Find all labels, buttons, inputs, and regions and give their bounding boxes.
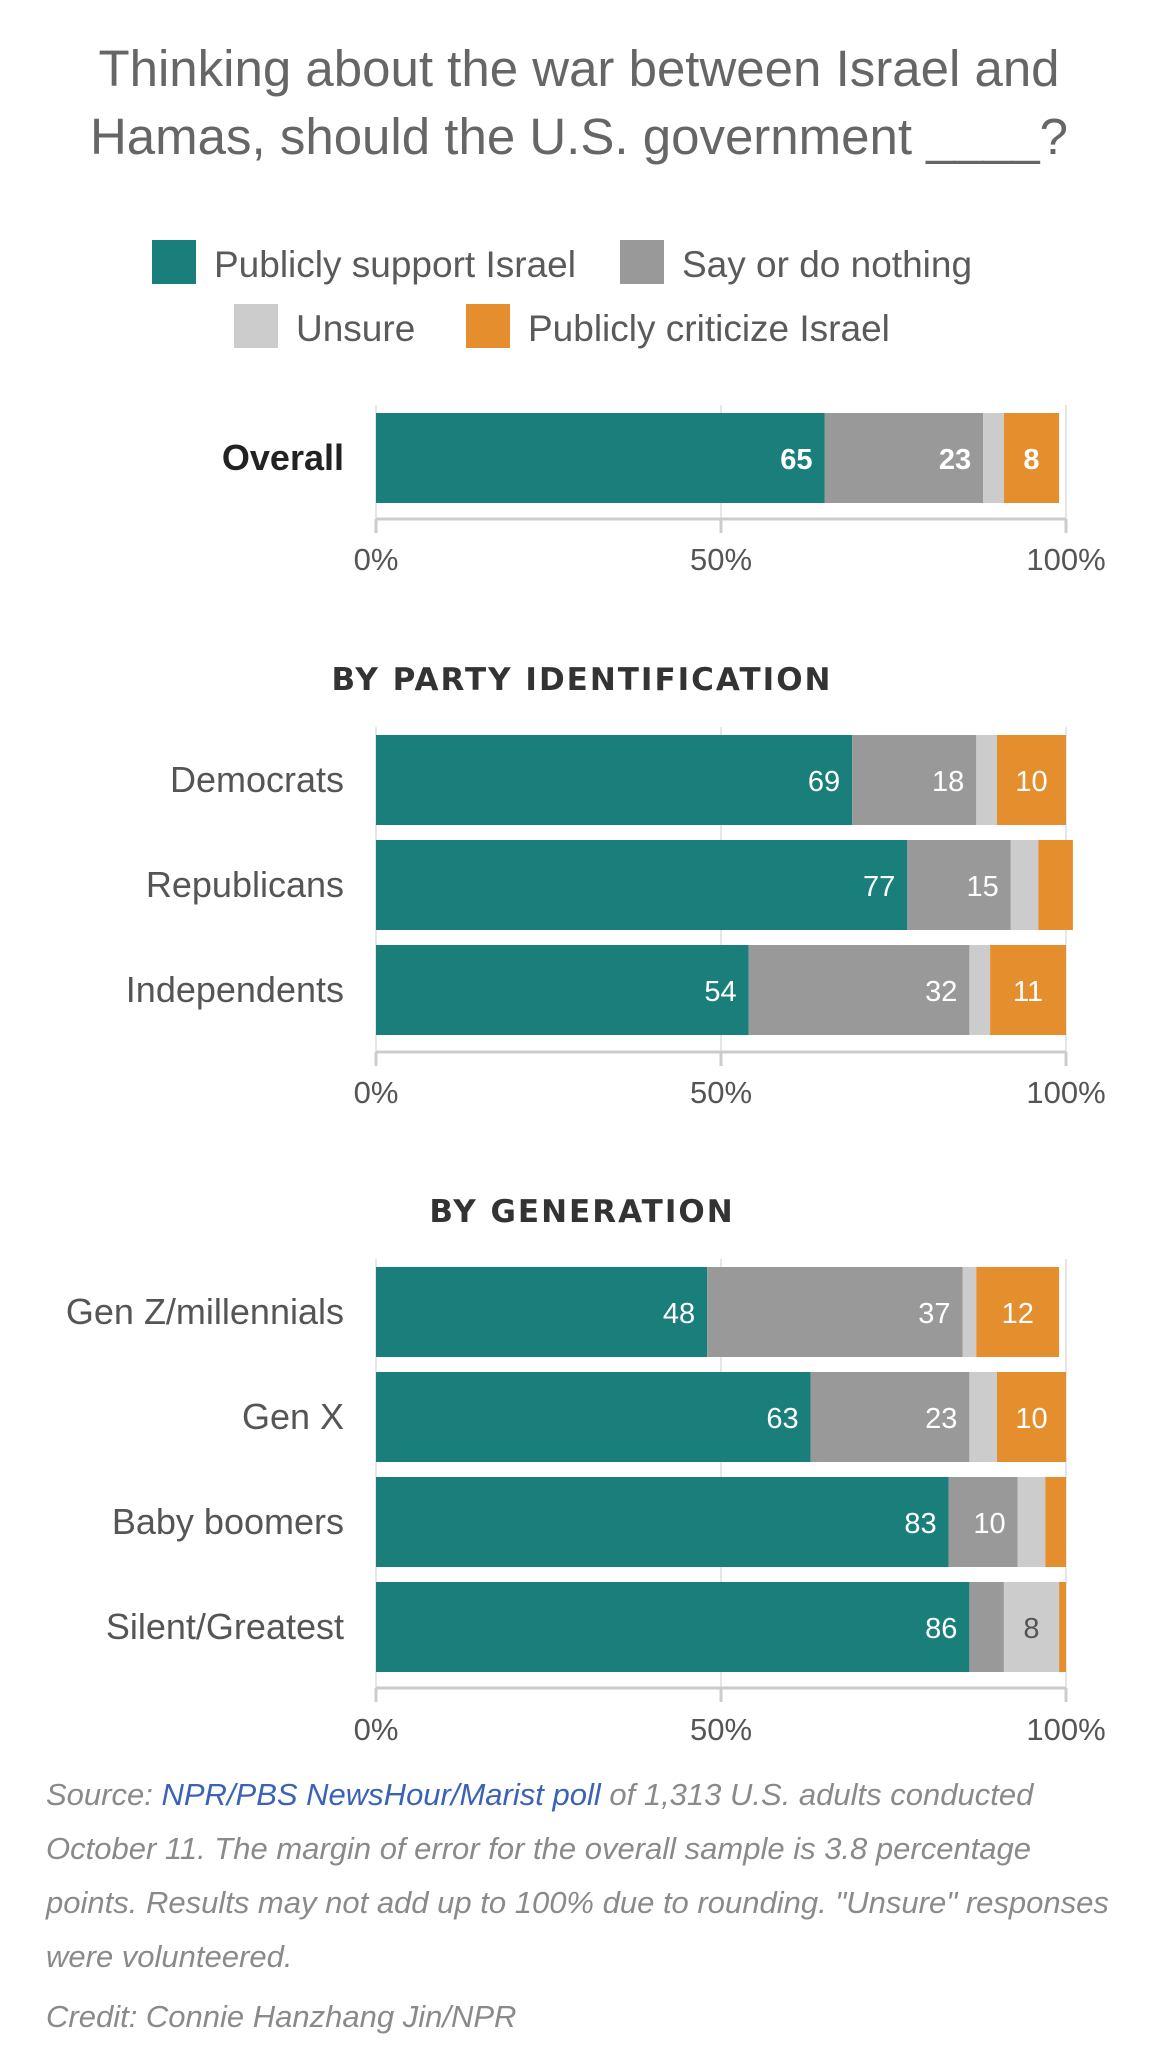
legend-swatch-unsure xyxy=(234,304,278,348)
value-label-gen-z-millennials-support: 48 xyxy=(663,1298,695,1330)
chart-canvas: Thinking about the war between Israel an… xyxy=(66,40,1106,1747)
bar-silent-greatest-support xyxy=(376,1582,970,1672)
x-tick-label-0-1: 50% xyxy=(690,542,752,577)
category-label-republicans: Republicans xyxy=(146,864,344,905)
value-label-overall-nothing: 23 xyxy=(939,444,971,476)
category-label-gen-z-millennials: Gen Z/millennials xyxy=(66,1291,344,1332)
bar-democrats-unsure xyxy=(976,735,997,825)
value-label-overall-support: 65 xyxy=(780,444,812,476)
legend: Publicly support Israel Say or do nothin… xyxy=(152,240,972,349)
value-label-silent-greatest-unsure: 8 xyxy=(1023,1613,1039,1645)
x-tick-label-2-0: 0% xyxy=(354,1712,399,1747)
bar-silent-greatest-criticize xyxy=(1059,1582,1066,1672)
value-label-baby-boomers-support: 83 xyxy=(904,1508,936,1540)
value-label-republicans-support: 77 xyxy=(863,871,895,903)
bar-gen-z-millennials-criticize xyxy=(976,1267,1060,1357)
value-label-republicans-nothing: 15 xyxy=(967,871,999,903)
value-label-gen-z-millennials-nothing: 37 xyxy=(918,1298,950,1330)
bar-republicans-unsure xyxy=(1010,840,1039,930)
bar-gen-z-millennials-unsure xyxy=(962,1267,977,1357)
legend-label-criticize: Publicly criticize Israel xyxy=(528,308,890,349)
category-label-overall: Overall xyxy=(222,437,344,478)
legend-label-unsure: Unsure xyxy=(296,308,415,349)
category-label-independents: Independents xyxy=(126,969,344,1010)
x-tick-label-1-0: 0% xyxy=(354,1075,399,1110)
bars-layer: Overall 65 23 80% 50% 100%Democrats 69 18 10Repu… xyxy=(66,405,1106,1747)
section-title-generation: BY GENERATION xyxy=(429,1194,734,1230)
source-link[interactable]: NPR/PBS NewsHour/Marist poll xyxy=(161,1777,601,1812)
bar-republicans-nothing xyxy=(907,840,1011,930)
chart-title-line-1: Thinking about the war between Israel an… xyxy=(98,40,1059,97)
x-tick-label-0-0: 0% xyxy=(354,542,399,577)
bar-independents-unsure xyxy=(969,945,991,1035)
value-label-gen-x-criticize: 10 xyxy=(1015,1403,1047,1435)
value-label-independents-support: 54 xyxy=(704,976,736,1008)
bar-overall-criticize xyxy=(1003,413,1060,503)
bar-silent-greatest-unsure xyxy=(1003,1582,1060,1672)
value-label-overall-criticize: 8 xyxy=(1023,444,1039,476)
category-label-baby-boomers: Baby boomers xyxy=(112,1501,344,1542)
category-label-gen-x: Gen X xyxy=(242,1396,344,1437)
source-rest: of 1,313 U.S. adults conducted October 1… xyxy=(46,1777,1109,1974)
legend-label-nothing: Say or do nothing xyxy=(682,244,972,285)
bar-baby-boomers-criticize xyxy=(1045,1477,1066,1567)
bar-silent-greatest-nothing xyxy=(969,1582,1004,1672)
bar-democrats-support xyxy=(376,735,853,825)
bar-baby-boomers-unsure xyxy=(1017,1477,1046,1567)
category-label-democrats: Democrats xyxy=(170,759,344,800)
legend-swatch-nothing xyxy=(620,240,664,284)
value-label-democrats-nothing: 18 xyxy=(932,766,964,798)
value-label-gen-z-millennials-criticize: 12 xyxy=(1002,1298,1034,1330)
x-tick-label-2-1: 50% xyxy=(690,1712,752,1747)
value-label-democrats-support: 69 xyxy=(808,766,840,798)
x-tick-label-2-2: 100% xyxy=(1026,1712,1105,1747)
bar-gen-x-unsure xyxy=(969,1372,997,1462)
bar-gen-z-millennials-nothing xyxy=(707,1267,963,1357)
x-tick-label-0-2: 100% xyxy=(1026,542,1105,577)
legend-swatch-criticize xyxy=(466,304,510,348)
bar-baby-boomers-nothing xyxy=(948,1477,1018,1567)
bar-democrats-nothing xyxy=(852,735,977,825)
credit-line: Credit: Connie Hanzhang Jin/NPR xyxy=(46,1999,517,2034)
bar-republicans-criticize xyxy=(1038,840,1073,930)
source-footnote: Source: NPR/PBS NewsHour/Marist poll of … xyxy=(46,1768,1116,1984)
chart-title-line-2: Hamas, should the U.S. government ____? xyxy=(90,108,1068,165)
bar-democrats-criticize xyxy=(997,735,1066,825)
value-label-democrats-criticize: 10 xyxy=(1015,766,1047,798)
bar-gen-x-criticize xyxy=(997,1372,1066,1462)
bar-gen-z-millennials-support xyxy=(376,1267,708,1357)
x-tick-label-1-2: 100% xyxy=(1026,1075,1105,1110)
bar-independents-nothing xyxy=(748,945,970,1035)
bar-overall-support xyxy=(376,413,825,503)
value-label-independents-nothing: 32 xyxy=(925,976,957,1008)
bar-baby-boomers-support xyxy=(376,1477,949,1567)
bar-independents-criticize xyxy=(990,945,1066,1035)
bar-overall-unsure xyxy=(983,413,1004,503)
bar-independents-support xyxy=(376,945,749,1035)
bar-republicans-support xyxy=(376,840,908,930)
x-tick-label-1-1: 50% xyxy=(690,1075,752,1110)
value-label-baby-boomers-nothing: 10 xyxy=(973,1508,1005,1540)
source-prefix: Source: xyxy=(46,1777,162,1812)
legend-swatch-support xyxy=(152,240,196,284)
bar-gen-x-nothing xyxy=(810,1372,970,1462)
section-title-party: BY PARTY IDENTIFICATION xyxy=(332,662,833,698)
category-label-silent-greatest: Silent/Greatest xyxy=(106,1606,344,1647)
bar-gen-x-support xyxy=(376,1372,811,1462)
value-label-gen-x-nothing: 23 xyxy=(925,1403,957,1435)
value-label-silent-greatest-support: 86 xyxy=(925,1613,957,1645)
legend-label-support: Publicly support Israel xyxy=(214,244,576,285)
value-label-gen-x-support: 63 xyxy=(766,1403,798,1435)
value-label-independents-criticize: 11 xyxy=(1013,976,1043,1008)
bar-overall-nothing xyxy=(824,413,984,503)
